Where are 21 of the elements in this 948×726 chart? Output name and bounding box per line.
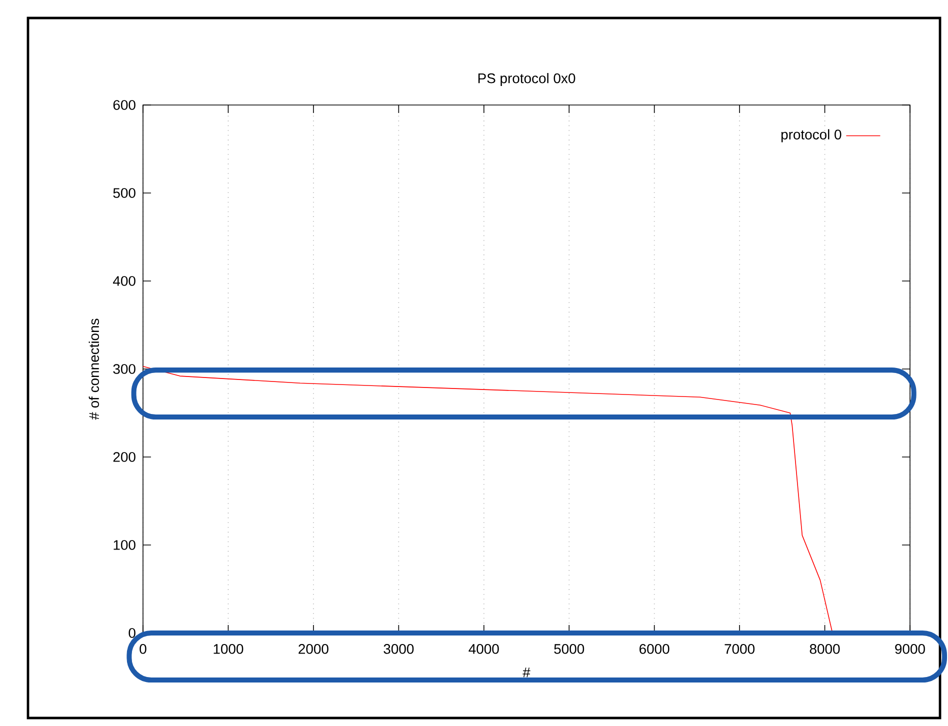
x-tick-label: 1000	[214, 644, 244, 654]
y-axis-title: # of connections	[88, 318, 99, 420]
y-tick-label: 100	[114, 540, 136, 550]
x-tick-label: 3000	[384, 644, 414, 654]
y-tick-label: 200	[113, 452, 136, 462]
x-tick-label: 6000	[640, 644, 670, 654]
x-tick-label: 7000	[724, 644, 755, 654]
chart-title: PS protocol 0x0	[478, 73, 576, 86]
y-tick-label: 300	[113, 364, 136, 374]
y-tick-label: 500	[113, 188, 136, 198]
x-tick-label: 0	[140, 644, 146, 654]
x-tick-label: 9000	[895, 644, 925, 654]
y-tick-label: 400	[113, 276, 136, 286]
legend-label: protocol 0	[781, 129, 842, 142]
x-tick-label: 4000	[468, 644, 499, 654]
y-tick-label: 0	[128, 628, 136, 638]
x-tick-label: 5000	[554, 644, 584, 654]
x-axis-title: #	[522, 668, 530, 678]
y-tick-label: 600	[113, 100, 136, 110]
x-tick-label: 8000	[810, 644, 840, 654]
x-tick-label: 2000	[298, 644, 328, 654]
